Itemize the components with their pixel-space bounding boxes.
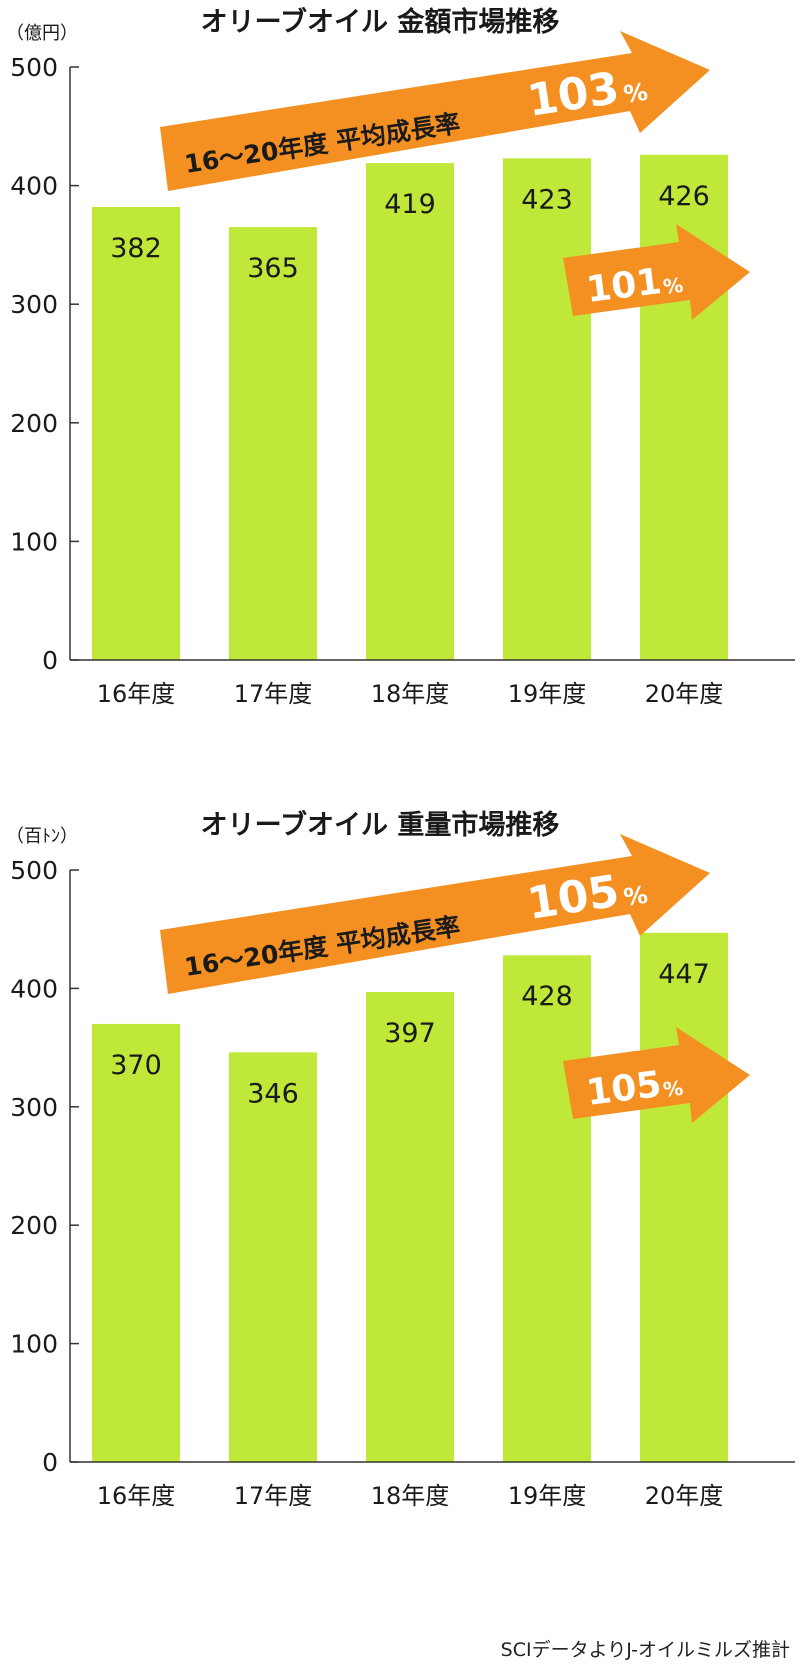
y-tick-label-0-2: 200 [10, 409, 58, 438]
bar-1-0 [92, 1023, 180, 1462]
y-tick-label-0-0: 0 [42, 646, 58, 675]
chart-title-1: オリーブオイル 重量市場推移 [201, 809, 560, 841]
x-tick-label-1-3: 19年度 [508, 1482, 587, 1510]
source-note: SCIデータよりJ-オイルミルズ推計 [500, 1639, 790, 1661]
bar-0-1 [229, 227, 317, 661]
x-tick-label-1-2: 18年度 [371, 1482, 450, 1510]
bar-value-label-0-1: 365 [247, 253, 299, 284]
y-tick-label-1-1: 100 [10, 1330, 58, 1359]
y-tick-label-0-5: 500 [10, 53, 58, 82]
x-tick-label-0-0: 16年度 [97, 680, 176, 708]
bar-value-label-1-0: 370 [110, 1050, 162, 1081]
x-tick-label-1-4: 20年度 [645, 1482, 724, 1510]
small-arrow-percent-0: % [662, 273, 685, 299]
x-tick-label-1-0: 16年度 [97, 1482, 176, 1510]
small-arrow-percent-1: % [662, 1076, 685, 1102]
small-arrow-value-1: 105 [584, 1064, 664, 1114]
small-arrow-value-0: 101 [584, 261, 664, 311]
y-unit-label-1: （百ﾄﾝ） [6, 826, 78, 847]
bar-1-4 [640, 932, 728, 1462]
bar-1-2 [366, 991, 454, 1462]
bar-value-label-1-3: 428 [521, 981, 573, 1012]
bar-0-2 [366, 163, 454, 661]
x-tick-label-0-1: 17年度 [234, 680, 313, 708]
growth-arrow-big-1 [160, 834, 710, 994]
growth-arrow-small-0 [563, 224, 750, 320]
bar-value-label-1-2: 397 [384, 1018, 436, 1049]
x-tick-label-1-1: 17年度 [234, 1482, 313, 1510]
y-tick-label-0-1: 100 [10, 527, 58, 556]
growth-arrow-big-0 [160, 31, 710, 191]
x-tick-label-0-2: 18年度 [371, 680, 450, 708]
y-tick-label-0-4: 400 [10, 172, 58, 201]
growth-arrow-percent-1: % [622, 881, 650, 912]
bar-value-label-1-4: 447 [658, 959, 710, 990]
bar-1-1 [229, 1052, 317, 1462]
growth-arrow-percent-0: % [622, 78, 650, 109]
y-unit-label-0: （億円） [6, 23, 78, 44]
bar-value-label-1-1: 346 [247, 1078, 299, 1109]
y-tick-label-1-0: 0 [42, 1448, 58, 1477]
bar-value-label-0-2: 419 [384, 189, 436, 220]
bar-1-3 [503, 955, 591, 1462]
bar-value-label-0-3: 423 [521, 184, 573, 215]
bar-0-0 [92, 206, 180, 660]
y-tick-label-1-3: 300 [10, 1093, 58, 1122]
growth-arrow-small-1 [563, 1027, 750, 1123]
y-tick-label-1-2: 200 [10, 1211, 58, 1240]
bar-value-label-0-0: 382 [110, 233, 162, 264]
bar-0-3 [503, 158, 591, 660]
y-tick-label-1-4: 400 [10, 974, 58, 1003]
y-tick-label-0-3: 300 [10, 290, 58, 319]
x-tick-label-0-3: 19年度 [508, 680, 587, 708]
y-tick-label-1-5: 500 [10, 856, 58, 885]
bar-value-label-0-4: 426 [658, 181, 710, 212]
chart-title-0: オリーブオイル 金額市場推移 [201, 6, 560, 38]
x-tick-label-0-4: 20年度 [645, 680, 724, 708]
